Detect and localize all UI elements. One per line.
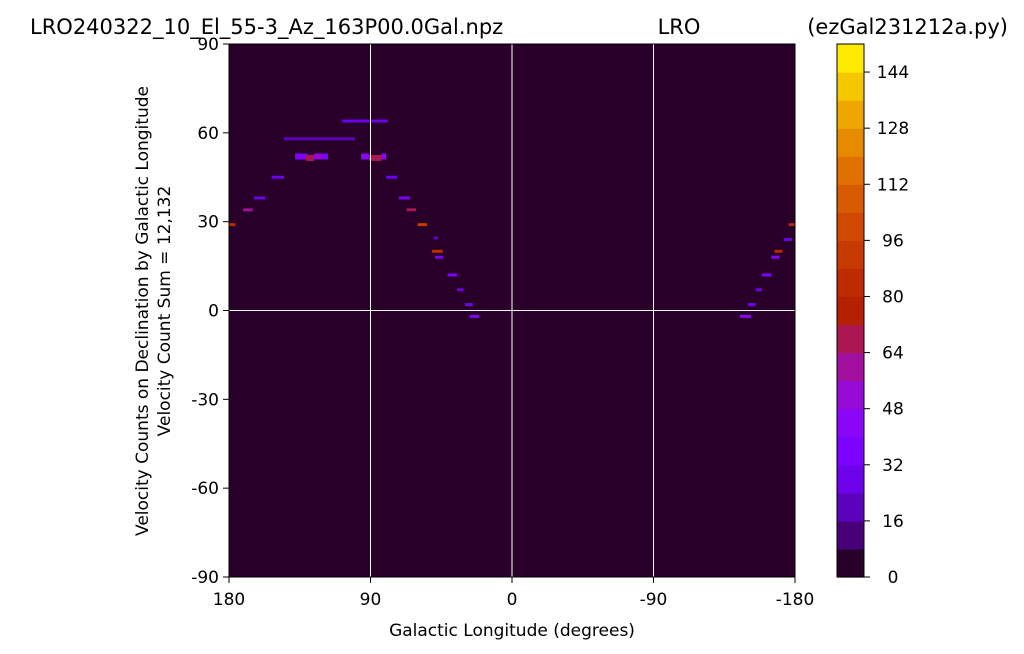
colorbar-band	[837, 324, 864, 354]
colorbar-ticks: 0 16 32 48 64 80 96 112 128 144	[864, 63, 909, 588]
colorbar-band	[837, 548, 864, 578]
heatmap-cell	[771, 255, 780, 259]
x-axis-label: Galactic Longitude (degrees)	[389, 621, 635, 641]
heatmap-cell	[433, 236, 439, 240]
colorbar-band	[837, 436, 864, 466]
heatmap-cell	[271, 175, 285, 179]
colorbar-tick-label: 96	[882, 231, 904, 251]
colorbar-tick-label: 48	[882, 400, 904, 420]
grid-lines	[229, 44, 795, 577]
heatmap-cell	[321, 153, 329, 160]
colorbar-band	[837, 408, 864, 438]
colorbar-band	[837, 380, 864, 410]
header-site: LRO	[658, 15, 701, 39]
colorbar-tick-label: 64	[882, 344, 904, 364]
heatmap-cell	[313, 153, 322, 160]
heatmap-cell	[386, 175, 398, 179]
heatmap-cell	[229, 223, 236, 227]
y-axis-label-line-1: Velocity Counts on Declination by Galact…	[133, 86, 153, 536]
heatmap-cell	[284, 137, 355, 141]
heatmap-cell	[361, 153, 369, 160]
colorbar-band	[837, 268, 864, 298]
colorbar-band	[837, 492, 864, 522]
heatmap-cell	[456, 288, 464, 292]
y-tick-label: 90	[197, 35, 219, 55]
heatmap-cell	[254, 196, 266, 200]
colorbar-tick-label: 0	[888, 568, 899, 588]
heatmap-cell	[788, 223, 795, 227]
colorbar-tick-label: 16	[882, 512, 904, 532]
colorbar-band	[837, 128, 864, 157]
y-axis-label-line-2: Velocity Count Sum = 12,132	[155, 186, 175, 437]
heatmap-cell	[761, 273, 772, 277]
colorbar-band	[837, 184, 864, 213]
colorbar-band	[837, 352, 864, 382]
heatmap-cell	[368, 155, 382, 161]
y-axis-label: Velocity Counts on Declination by Galact…	[133, 86, 175, 536]
colorbar-band	[837, 520, 864, 550]
colorbar-band	[837, 296, 864, 326]
y-tick-label: -30	[191, 390, 219, 410]
heatmap-cell	[447, 273, 457, 277]
heatmap-cell	[417, 223, 428, 227]
y-axis-ticks: 90 60 30 0 -30 -60 -90	[191, 35, 229, 588]
heatmap-cell	[342, 119, 388, 123]
y-tick-label: -60	[191, 479, 219, 499]
colorbar-band	[837, 156, 864, 185]
colorbar-tick-label: 144	[877, 63, 909, 83]
colorbar-tick-label: 112	[877, 175, 909, 195]
y-tick-label: 30	[197, 213, 219, 233]
colorbar-band	[837, 240, 864, 270]
colorbar-bands	[837, 44, 864, 578]
y-tick-label: 60	[197, 124, 219, 144]
heatmap-cell	[381, 153, 387, 160]
heatmap-cell	[306, 155, 314, 161]
colorbar-band	[837, 100, 864, 129]
colorbar-frame	[836, 43, 865, 578]
heatmap-cell	[783, 237, 792, 241]
heatmap-cell	[469, 314, 479, 318]
x-tick-label: 0	[507, 590, 518, 610]
heatmap-cell	[739, 314, 751, 318]
colorbar-tick-label: 80	[882, 287, 904, 307]
x-tick-label: -180	[776, 590, 815, 610]
heatmap-cell	[398, 196, 410, 200]
heatmap-cell	[431, 249, 443, 253]
colorbar: 0 16 32 48 64 80 96 112 128 144	[836, 43, 909, 588]
heatmap-cell	[747, 303, 756, 307]
colorbar-band	[837, 44, 864, 73]
heatmap-cell	[243, 208, 253, 212]
heatmap-cells	[229, 119, 795, 318]
x-tick-label: 180	[213, 590, 245, 610]
colorbar-tick-label: 128	[877, 119, 909, 139]
colorbar-band	[837, 72, 864, 101]
y-tick-label: 0	[208, 302, 219, 322]
plot-area: 180 90 0 -90 -180 90 60 30 0 -30 -60 -90	[191, 35, 814, 610]
colorbar-tick-label: 32	[882, 456, 904, 476]
heatmap-cell	[434, 255, 443, 259]
heatmap-cell	[295, 153, 308, 160]
heatmap-cell	[406, 208, 417, 212]
header-script: (ezGal231212a.py)	[807, 15, 1008, 39]
colorbar-band	[837, 464, 864, 494]
heatmap-cell	[774, 249, 783, 253]
y-tick-label: -90	[191, 568, 219, 588]
header-filename: LRO240322_10_El_55-3_Az_163P00.0Gal.npz	[30, 15, 503, 40]
heatmap-cell	[755, 288, 762, 292]
colorbar-band	[837, 212, 864, 241]
x-axis-ticks: 180 90 0 -90 -180	[213, 577, 815, 610]
x-tick-label: -90	[640, 590, 668, 610]
heatmap-cell	[464, 303, 473, 307]
x-tick-label: 90	[360, 590, 382, 610]
